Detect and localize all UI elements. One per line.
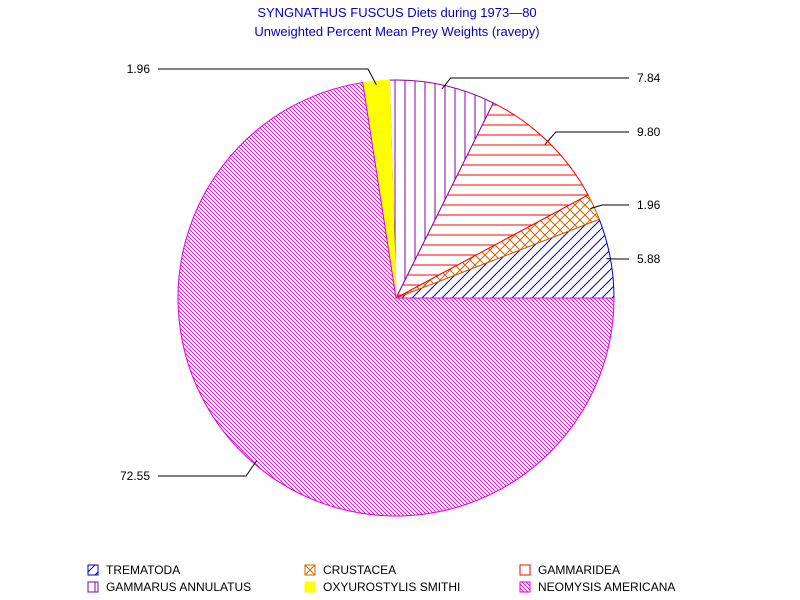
legend-item-gammarus-annulatus: GAMMARUS ANNULATUS bbox=[87, 580, 251, 594]
legend-swatch bbox=[519, 564, 531, 576]
chart-title: SYNGNATHUS FUSCUS Diets during 1973—80 bbox=[257, 5, 536, 20]
legend-label: GAMMARUS ANNULATUS bbox=[106, 580, 251, 594]
pie-slices bbox=[177, 79, 615, 517]
legend-swatch bbox=[87, 581, 99, 593]
legend-item-neomysis-americana: NEOMYSIS AMERICANA bbox=[519, 580, 675, 594]
legend-swatch bbox=[519, 581, 531, 593]
value-label-oxyurostylis-smithi: 1.96 bbox=[127, 62, 151, 76]
value-label-crustacea: 1.96 bbox=[637, 198, 661, 212]
leader-line-crustacea bbox=[590, 204, 629, 210]
legend-swatch bbox=[304, 581, 316, 593]
value-label-trematoda: 5.88 bbox=[637, 252, 661, 266]
legend: TREMATODA CRUSTACEA GAMMARIDEA GAMMARUS ANN… bbox=[87, 563, 675, 594]
legend-item-trematoda: TREMATODA bbox=[87, 563, 180, 577]
slice-gammarus-annulatus bbox=[388, 79, 494, 299]
value-label-neomysis-americana: 72.55 bbox=[120, 469, 150, 483]
value-label-gammarus-annulatus: 7.84 bbox=[637, 71, 661, 85]
legend-item-crustacea: CRUSTACEA bbox=[304, 563, 396, 577]
legend-label: CRUSTACEA bbox=[323, 563, 396, 577]
leader-line-gammarus-annulatus bbox=[441, 77, 629, 90]
legend-swatch bbox=[87, 564, 99, 576]
legend-label: NEOMYSIS AMERICANA bbox=[538, 580, 675, 594]
leader-line-gammaridea bbox=[544, 131, 629, 145]
value-label-gammaridea: 9.80 bbox=[637, 125, 661, 139]
legend-swatch bbox=[304, 564, 316, 576]
legend-label: TREMATODA bbox=[106, 563, 180, 577]
legend-label: OXYUROSTYLIS SMITHI bbox=[323, 580, 460, 594]
leader-line-neomysis-americana bbox=[158, 460, 258, 477]
legend-label: GAMMARIDEA bbox=[538, 563, 620, 577]
leader-line-oxyurostylis-smithi bbox=[158, 68, 377, 86]
legend-item-oxyurostylis-smithi: OXYUROSTYLIS SMITHI bbox=[304, 580, 460, 594]
value-labels: 5.88 1.96 9.80 7.84 1.96 72.55 bbox=[120, 62, 661, 483]
legend-item-gammaridea: GAMMARIDEA bbox=[519, 563, 620, 577]
chart-subtitle: Unweighted Percent Mean Prey Weights (ra… bbox=[254, 24, 539, 39]
